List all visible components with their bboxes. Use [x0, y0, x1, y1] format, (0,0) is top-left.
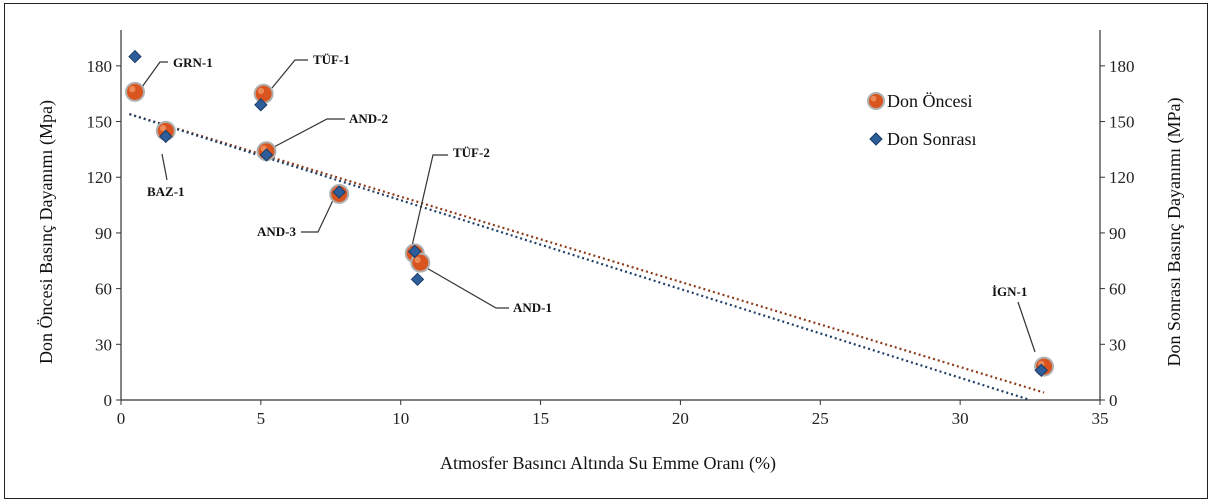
- x-tick-label: 35: [1092, 409, 1109, 428]
- legend-marker-diamond: [869, 132, 883, 146]
- annotation-label: BAZ-1: [147, 184, 185, 199]
- trendline: [129, 113, 1045, 394]
- annotation-label: AND-3: [257, 224, 296, 239]
- annotation-leader-line: [1017, 301, 1036, 353]
- annotation-leader-line: [141, 61, 168, 88]
- x-axis-title: Atmosfer Basıncı Altında Su Emme Oranı (…: [440, 453, 776, 474]
- y-right-tick-label: 60: [1109, 280, 1126, 299]
- diamond-marker: [332, 185, 346, 199]
- y-right-tick-label: 120: [1109, 168, 1135, 187]
- diamond-marker: [254, 98, 268, 112]
- legend-marker-circle: [867, 92, 885, 110]
- circle-marker: [253, 83, 274, 104]
- chart-frame: [4, 3, 1208, 499]
- y-left-tick-label: 180: [87, 57, 113, 76]
- diamond-marker: [259, 148, 274, 162]
- annotation-leader-line: [161, 153, 168, 181]
- legend-label: Don Sonrası: [887, 129, 977, 149]
- annotation-leader-line: [424, 266, 509, 309]
- annotation-leaders: [141, 59, 1036, 353]
- y-left-tick-label: 0: [104, 391, 113, 410]
- annotation-leader-line: [301, 195, 336, 233]
- y-axis-left-title: Don Öncesi Basınç Dayanımı (Mpa): [36, 100, 57, 364]
- y-left-tick-label: 30: [95, 335, 112, 354]
- diamond-marker: [407, 244, 422, 259]
- trendlines: [129, 113, 1045, 402]
- circle-marker: [124, 81, 145, 102]
- annotation-leader-line: [271, 118, 345, 149]
- x-tick-label: 30: [952, 409, 969, 428]
- annotation-label: TÜF-2: [453, 145, 490, 160]
- circle-marker: [410, 252, 431, 273]
- annotation-label: İGN-1: [992, 284, 1027, 299]
- legend: Don Öncesi Don Sonrası: [867, 91, 977, 149]
- y-axis-right-title: Don Sonrası Basınç Dayanımı (MPa): [1164, 98, 1185, 367]
- annotation-leader-line: [411, 154, 448, 247]
- y-right-tick-label: 90: [1109, 224, 1126, 243]
- annotation-label: AND-2: [349, 111, 388, 126]
- legend-label: Don Öncesi: [887, 91, 972, 111]
- y-left-tick-label: 150: [87, 113, 113, 132]
- x-tick-label: 25: [812, 409, 829, 428]
- y-left-tick-label: 90: [95, 224, 112, 243]
- diamond-marker: [1034, 363, 1048, 378]
- y-right-tick-label: 180: [1109, 57, 1135, 76]
- x-tick-label: 0: [117, 409, 126, 428]
- x-tick-label: 5: [257, 409, 266, 428]
- y-right-tick-label: 30: [1109, 335, 1126, 354]
- y-right-tick-label: 0: [1109, 391, 1118, 410]
- diamond-marker: [410, 272, 425, 287]
- diamond-marker: [159, 129, 173, 144]
- y-right-tick-label: 150: [1109, 113, 1135, 132]
- y-left-tick-label: 60: [95, 280, 112, 299]
- annotation-label: AND-1: [513, 300, 552, 315]
- x-tick-label: 10: [392, 409, 409, 428]
- diamond-marker: [128, 49, 142, 64]
- x-tick-label: 15: [532, 409, 549, 428]
- y-left-tick-label: 120: [87, 168, 113, 187]
- annotation-label: TÜF-1: [313, 52, 350, 67]
- annotation-leader-line: [271, 59, 308, 89]
- x-tick-label: 20: [672, 409, 689, 428]
- annotation-label: GRN-1: [173, 55, 213, 70]
- annotation-labels: GRN-1 BAZ-1 TÜF-1 AND-2 AND-3 TÜF-2 AND-1 İGN-1: [147, 52, 1027, 315]
- data-points: [124, 49, 1055, 378]
